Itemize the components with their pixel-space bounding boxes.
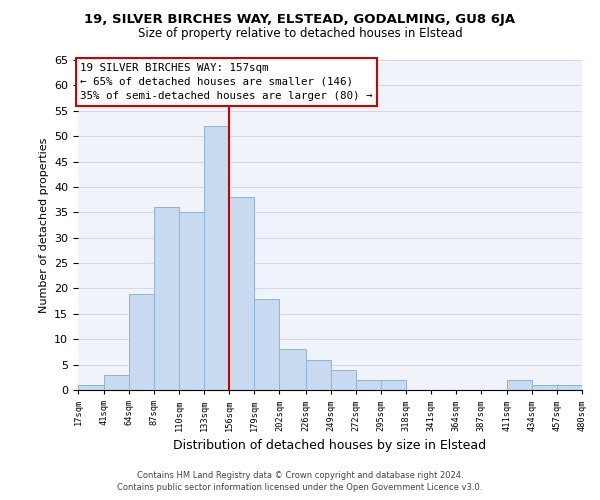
Bar — [507, 380, 532, 390]
Bar — [356, 380, 380, 390]
Text: 19, SILVER BIRCHES WAY, ELSTEAD, GODALMING, GU8 6JA: 19, SILVER BIRCHES WAY, ELSTEAD, GODALMI… — [85, 12, 515, 26]
Bar — [280, 350, 305, 390]
Bar — [129, 294, 154, 390]
Text: 19 SILVER BIRCHES WAY: 157sqm
← 65% of detached houses are smaller (146)
35% of : 19 SILVER BIRCHES WAY: 157sqm ← 65% of d… — [80, 62, 373, 102]
Y-axis label: Number of detached properties: Number of detached properties — [38, 138, 49, 312]
Bar — [532, 385, 557, 390]
Bar — [204, 126, 229, 390]
Bar — [154, 207, 179, 390]
Bar — [78, 385, 104, 390]
Bar — [331, 370, 356, 390]
Bar — [254, 298, 280, 390]
Bar — [104, 375, 129, 390]
Text: Contains HM Land Registry data © Crown copyright and database right 2024.
Contai: Contains HM Land Registry data © Crown c… — [118, 471, 482, 492]
Bar — [557, 385, 582, 390]
X-axis label: Distribution of detached houses by size in Elstead: Distribution of detached houses by size … — [173, 439, 487, 452]
Text: Size of property relative to detached houses in Elstead: Size of property relative to detached ho… — [137, 28, 463, 40]
Bar — [179, 212, 204, 390]
Bar — [229, 197, 254, 390]
Bar — [380, 380, 406, 390]
Bar — [305, 360, 331, 390]
